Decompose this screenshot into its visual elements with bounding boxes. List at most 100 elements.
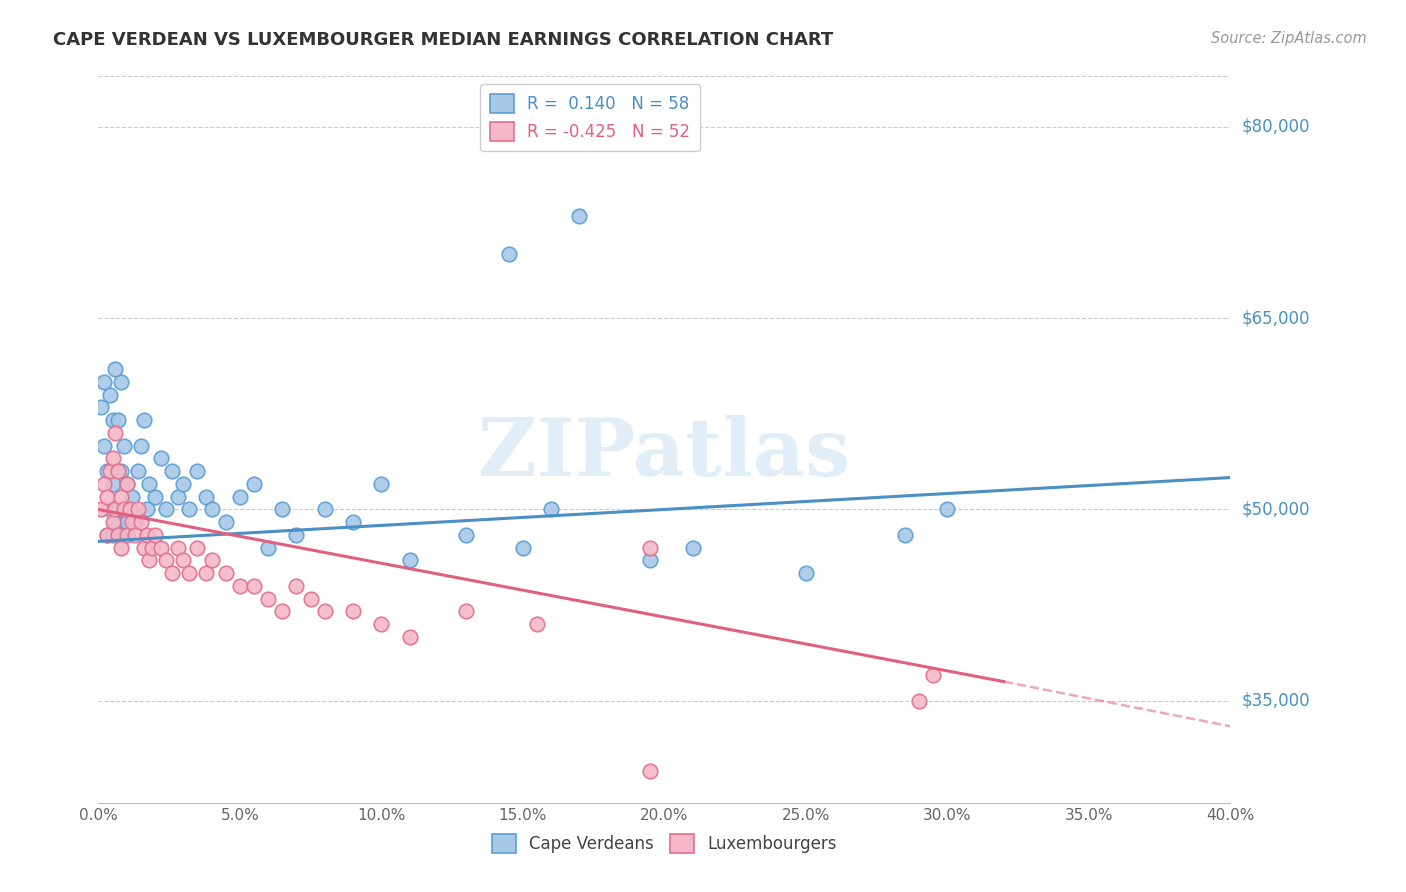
Text: $80,000: $80,000: [1241, 118, 1310, 136]
Luxembourgers: [129, 515, 152, 529]
Cape Verdeans: [121, 490, 143, 504]
Luxembourgers: [155, 553, 177, 567]
Cape Verdeans: [101, 528, 124, 542]
Cape Verdeans: [682, 541, 704, 555]
Cape Verdeans: [93, 439, 115, 453]
Luxembourgers: [271, 605, 294, 619]
Text: $35,000: $35,000: [1241, 692, 1310, 710]
Cape Verdeans: [166, 490, 188, 504]
Cape Verdeans: [112, 528, 135, 542]
Luxembourgers: [107, 528, 129, 542]
Luxembourgers: [115, 528, 138, 542]
Cape Verdeans: [135, 502, 157, 516]
Luxembourgers: [257, 591, 280, 606]
Cape Verdeans: [143, 490, 166, 504]
Text: Source: ZipAtlas.com: Source: ZipAtlas.com: [1211, 31, 1367, 46]
Cape Verdeans: [229, 490, 252, 504]
Cape Verdeans: [215, 515, 238, 529]
Cape Verdeans: [93, 375, 115, 389]
Luxembourgers: [215, 566, 238, 581]
Text: $50,000: $50,000: [1241, 500, 1310, 518]
Cape Verdeans: [101, 477, 124, 491]
Cape Verdeans: [110, 464, 132, 478]
Luxembourgers: [638, 541, 661, 555]
Cape Verdeans: [186, 464, 208, 478]
Cape Verdeans: [118, 502, 141, 516]
Cape Verdeans: [794, 566, 817, 581]
Cape Verdeans: [112, 439, 135, 453]
Cape Verdeans: [107, 502, 129, 516]
Cape Verdeans: [314, 502, 336, 516]
Cape Verdeans: [285, 528, 308, 542]
Luxembourgers: [132, 541, 155, 555]
Cape Verdeans: [129, 439, 152, 453]
Luxembourgers: [141, 541, 163, 555]
Cape Verdeans: [398, 553, 420, 567]
Luxembourgers: [370, 617, 392, 632]
Cape Verdeans: [243, 477, 266, 491]
Luxembourgers: [194, 566, 217, 581]
Cape Verdeans: [132, 413, 155, 427]
Legend: Cape Verdeans, Luxembourgers: Cape Verdeans, Luxembourgers: [485, 827, 844, 860]
Luxembourgers: [143, 528, 166, 542]
Luxembourgers: [172, 553, 194, 567]
Cape Verdeans: [512, 541, 534, 555]
Luxembourgers: [285, 579, 308, 593]
Luxembourgers: [229, 579, 252, 593]
Luxembourgers: [922, 668, 945, 682]
Cape Verdeans: [101, 413, 124, 427]
Luxembourgers: [166, 541, 188, 555]
Cape Verdeans: [638, 553, 661, 567]
Luxembourgers: [98, 464, 121, 478]
Cape Verdeans: [201, 502, 224, 516]
Cape Verdeans: [271, 502, 294, 516]
Text: CAPE VERDEAN VS LUXEMBOURGER MEDIAN EARNINGS CORRELATION CHART: CAPE VERDEAN VS LUXEMBOURGER MEDIAN EARN…: [53, 31, 834, 49]
Cape Verdeans: [127, 464, 149, 478]
Cape Verdeans: [96, 464, 118, 478]
Cape Verdeans: [96, 528, 118, 542]
Luxembourgers: [110, 541, 132, 555]
Luxembourgers: [121, 515, 143, 529]
Luxembourgers: [127, 502, 149, 516]
Luxembourgers: [101, 451, 124, 466]
Luxembourgers: [314, 605, 336, 619]
Cape Verdeans: [257, 541, 280, 555]
Cape Verdeans: [194, 490, 217, 504]
Cape Verdeans: [155, 502, 177, 516]
Luxembourgers: [124, 528, 146, 542]
Luxembourgers: [118, 502, 141, 516]
Luxembourgers: [456, 605, 478, 619]
Luxembourgers: [342, 605, 364, 619]
Cape Verdeans: [342, 515, 364, 529]
Cape Verdeans: [107, 413, 129, 427]
Cape Verdeans: [98, 502, 121, 516]
Luxembourgers: [526, 617, 548, 632]
Luxembourgers: [104, 425, 127, 440]
Cape Verdeans: [456, 528, 478, 542]
Luxembourgers: [908, 694, 931, 708]
Luxembourgers: [299, 591, 322, 606]
Luxembourgers: [104, 502, 127, 516]
Luxembourgers: [90, 502, 112, 516]
Luxembourgers: [177, 566, 200, 581]
Luxembourgers: [243, 579, 266, 593]
Cape Verdeans: [370, 477, 392, 491]
Text: $65,000: $65,000: [1241, 310, 1310, 327]
Luxembourgers: [112, 502, 135, 516]
Luxembourgers: [96, 528, 118, 542]
Luxembourgers: [110, 490, 132, 504]
Cape Verdeans: [149, 451, 172, 466]
Text: ZIPatlas: ZIPatlas: [478, 415, 851, 493]
Cape Verdeans: [124, 515, 146, 529]
Luxembourgers: [138, 553, 160, 567]
Cape Verdeans: [177, 502, 200, 516]
Luxembourgers: [201, 553, 224, 567]
Cape Verdeans: [138, 477, 160, 491]
Luxembourgers: [115, 477, 138, 491]
Luxembourgers: [186, 541, 208, 555]
Luxembourgers: [149, 541, 172, 555]
Luxembourgers: [135, 528, 157, 542]
Cape Verdeans: [110, 375, 132, 389]
Luxembourgers: [96, 490, 118, 504]
Luxembourgers: [398, 630, 420, 644]
